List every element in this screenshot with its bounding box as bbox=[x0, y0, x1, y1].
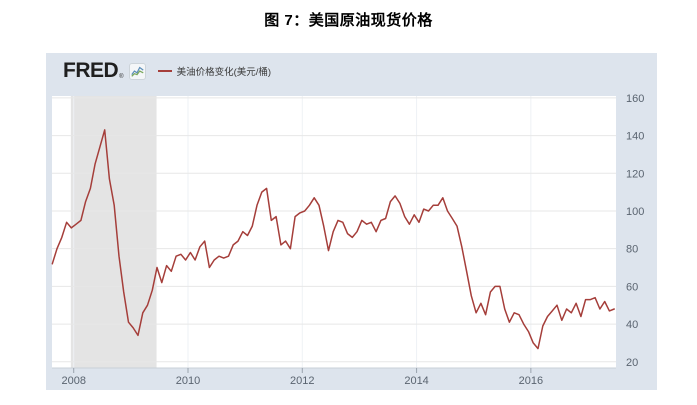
price-chart[interactable]: 2008 2010 2012 2014 2016 20 40 60 80 100 120 140 160 bbox=[46, 53, 657, 390]
legend-label: 美油价格变化(美元/桶) bbox=[176, 67, 272, 78]
legend-line-swatch bbox=[157, 70, 172, 72]
y-tick-label: 140 bbox=[626, 131, 644, 143]
price-line bbox=[51, 129, 615, 350]
legend: 美油价格变化(美元/桶) bbox=[157, 64, 272, 78]
fred-logo-link[interactable]: FRED ® bbox=[63, 59, 124, 82]
x-tick-label: 2012 bbox=[290, 375, 314, 387]
y-tick-label: 80 bbox=[626, 244, 638, 256]
fred-wordmark: FRED bbox=[63, 59, 119, 82]
fred-logo-chart-icon bbox=[128, 62, 146, 80]
y-tick-label: 100 bbox=[626, 206, 644, 218]
fred-chart-widget: FRED ® 美油价格变化(美元/桶) 2008 2010 2012 2014 2016… bbox=[46, 53, 657, 390]
recession-band bbox=[70, 96, 157, 368]
page-title: 图 7：美国原油现货价格 bbox=[264, 12, 433, 29]
x-tick-label: 2010 bbox=[176, 375, 200, 387]
x-tick-label: 2008 bbox=[61, 375, 85, 387]
y-tick-label: 120 bbox=[626, 168, 644, 180]
y-tick-label: 20 bbox=[626, 357, 638, 369]
x-tick-label: 2014 bbox=[404, 375, 428, 387]
y-tick-label: 60 bbox=[626, 281, 638, 293]
fred-registered-mark: ® bbox=[119, 74, 124, 80]
widget-header: FRED ® 美油价格变化(美元/桶) bbox=[63, 59, 271, 83]
x-tick-label: 2016 bbox=[519, 375, 543, 387]
y-tick-label: 40 bbox=[626, 319, 638, 331]
y-tick-label: 160 bbox=[626, 93, 644, 105]
